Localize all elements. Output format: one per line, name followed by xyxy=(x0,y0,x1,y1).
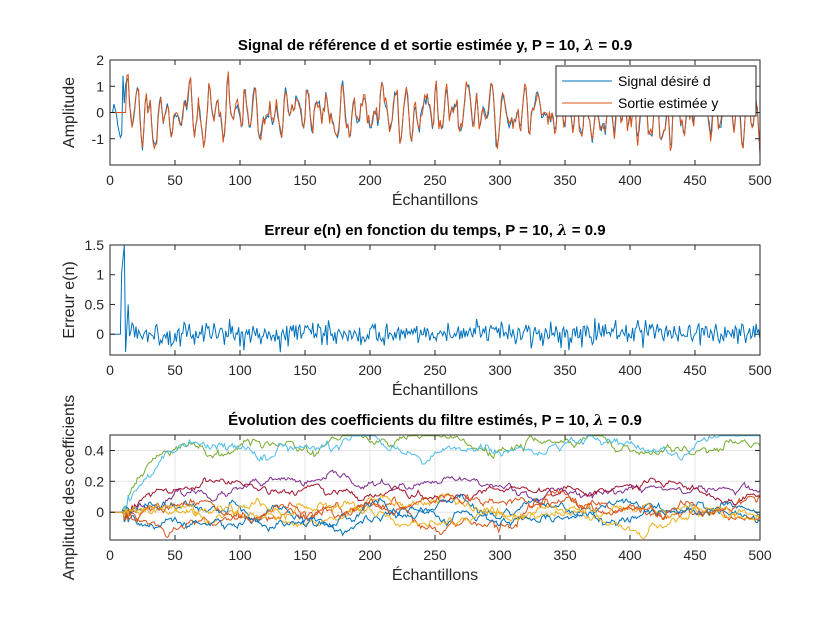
x-tick-label: 250 xyxy=(423,547,447,563)
y-tick-label: 0.2 xyxy=(85,473,105,489)
x-tick-label: 0 xyxy=(106,362,114,378)
x-tick-label: 450 xyxy=(683,362,707,378)
y-tick-label: 1.5 xyxy=(85,237,105,253)
x-tick-label: 100 xyxy=(228,172,252,188)
y-tick-label: 0.5 xyxy=(85,296,105,312)
x-axis-label: Échantillons xyxy=(392,190,478,209)
x-tick-label: 450 xyxy=(683,172,707,188)
y-tick-label: 2 xyxy=(96,52,104,68)
panel-1: 0 50 100 150 200 250 300 350 400 450 500 -1 0 1 2 Signa… xyxy=(61,36,772,209)
x-tick-label: 350 xyxy=(553,362,577,378)
y-tick-label: 1 xyxy=(96,78,104,94)
chart-title: Évolution des coefficients du filtre est… xyxy=(228,411,642,429)
series-line-4 xyxy=(110,477,760,518)
series-line-10 xyxy=(110,497,760,539)
legend-entry: Signal désiré d xyxy=(618,73,711,89)
series-line-2 xyxy=(110,71,760,153)
x-tick-label: 0 xyxy=(106,172,114,188)
chart-title: Erreur e(n) en fonction du temps, P = 10… xyxy=(264,221,605,239)
series-line-1 xyxy=(110,245,760,353)
legend-entry: Sortie estimée y xyxy=(618,95,718,111)
legend-box xyxy=(555,65,757,117)
x-tick-label: 300 xyxy=(488,172,512,188)
x-tick-label: 200 xyxy=(358,547,382,563)
x-tick-label: 500 xyxy=(748,547,772,563)
x-tick-label: 400 xyxy=(618,362,642,378)
y-tick-label: 0 xyxy=(96,105,104,121)
x-tick-label: 200 xyxy=(358,172,382,188)
y-tick-label: 0 xyxy=(96,326,104,342)
x-tick-label: 0 xyxy=(106,547,114,563)
y-tick-label: 0 xyxy=(96,504,104,520)
x-tick-label: 300 xyxy=(488,547,512,563)
panel-3: 0 50 100 150 200 250 300 350 400 450 500 0 0.2 0.4 Évo… xyxy=(61,395,772,584)
y-tick-label: -1 xyxy=(92,131,105,147)
x-tick-label: 500 xyxy=(748,362,772,378)
series-line-5 xyxy=(110,493,760,537)
x-tick-label: 50 xyxy=(167,172,183,188)
y-axis-label: Erreur e(n) xyxy=(61,261,78,338)
x-axis-label: Échantillons xyxy=(392,565,478,584)
panel-2: 0 50 100 150 200 250 300 350 400 450 500 0 0.5 1 1.5 Er… xyxy=(61,221,772,399)
x-tick-label: 200 xyxy=(358,362,382,378)
y-axis-label: Amplitude des coefficients xyxy=(61,395,78,581)
x-tick-label: 150 xyxy=(293,362,317,378)
x-tick-label: 150 xyxy=(293,172,317,188)
x-tick-label: 350 xyxy=(553,547,577,563)
x-axis-label: Échantillons xyxy=(392,380,478,399)
y-tick-label: 1 xyxy=(96,267,104,283)
x-tick-label: 400 xyxy=(618,547,642,563)
x-tick-label: 300 xyxy=(488,362,512,378)
series-line-8 xyxy=(110,497,760,533)
x-tick-label: 350 xyxy=(553,172,577,188)
x-tick-label: 50 xyxy=(167,362,183,378)
x-tick-label: 500 xyxy=(748,172,772,188)
x-tick-label: 450 xyxy=(683,547,707,563)
x-tick-label: 150 xyxy=(293,547,317,563)
series-line-6 xyxy=(110,487,760,538)
legend: Signal désiré d Sortie estimée y xyxy=(555,65,757,117)
x-tick-label: 50 xyxy=(167,547,183,563)
x-tick-label: 100 xyxy=(228,547,252,563)
series-line-9 xyxy=(110,493,760,524)
chart-title: Signal de référence d et sortie estimée … xyxy=(238,36,632,54)
y-tick-label: 0.4 xyxy=(85,442,105,458)
series-line-7 xyxy=(110,492,760,528)
x-tick-label: 100 xyxy=(228,362,252,378)
series-line-3 xyxy=(110,469,760,519)
x-tick-label: 250 xyxy=(423,362,447,378)
y-axis-label: Amplitude xyxy=(61,77,78,148)
series-line-2 xyxy=(110,435,760,513)
x-tick-label: 250 xyxy=(423,172,447,188)
x-tick-label: 400 xyxy=(618,172,642,188)
